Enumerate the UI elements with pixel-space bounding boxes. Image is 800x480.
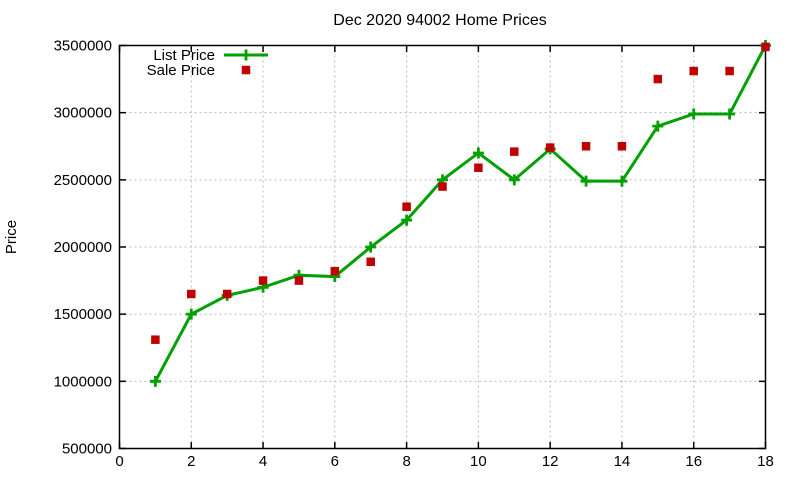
list-price-plus-marker bbox=[185, 308, 197, 320]
sale-price-square-marker bbox=[258, 276, 268, 285]
list-price-line bbox=[154, 44, 767, 383]
list-price-plus-marker bbox=[688, 108, 700, 120]
y-tick-label: 2500000 bbox=[54, 172, 112, 189]
axes-layer: 0 2 4 6 8 10 12 14 16 18 500000 1000000 1500000 20000… bbox=[54, 38, 774, 471]
y-tick-label: 2000000 bbox=[54, 239, 112, 256]
plot-border bbox=[118, 44, 767, 450]
list-price-plus-marker bbox=[616, 175, 628, 187]
sale-price-square-marker bbox=[617, 142, 627, 151]
list-price-plus-marker bbox=[652, 120, 664, 132]
sale-price-square-marker bbox=[151, 335, 160, 344]
list-price-plus-marker bbox=[724, 108, 736, 120]
sale-price-square-marker bbox=[294, 276, 304, 285]
chart-title: Dec 2020 94002 Home Prices bbox=[333, 12, 546, 29]
sale-price-square-marker bbox=[545, 143, 555, 152]
list-price-plus-marker bbox=[580, 175, 592, 187]
list-price-plus-marker bbox=[149, 375, 161, 387]
sale-price-square-marker bbox=[725, 66, 734, 76]
y-tick-label: 3000000 bbox=[54, 105, 112, 122]
sale-price-square-marker bbox=[761, 42, 770, 52]
x-tick-label: 12 bbox=[542, 453, 559, 470]
sale-price-square-marker bbox=[330, 266, 340, 276]
grid-layer bbox=[119, 45, 766, 449]
x-tick-label: 2 bbox=[187, 453, 195, 470]
sale-price-square-marker bbox=[581, 142, 591, 151]
sale-price-square-marker bbox=[510, 147, 519, 156]
x-tick-label: 10 bbox=[470, 453, 487, 470]
legend-label-list-price: List Price bbox=[153, 47, 215, 64]
y-axis-title: Price bbox=[3, 220, 20, 254]
legend-label-sale-price: Sale Price bbox=[147, 62, 215, 79]
y-tick-label: 1000000 bbox=[54, 373, 112, 390]
list-price-plus-marker bbox=[401, 214, 413, 226]
legend-sample-list-price-plus-icon bbox=[240, 49, 252, 61]
x-tick-label: 8 bbox=[402, 453, 410, 470]
x-tick-label: 4 bbox=[259, 453, 267, 470]
sale-price-square-marker bbox=[402, 202, 411, 211]
sale-price-square-marker bbox=[689, 66, 698, 76]
series-layer bbox=[149, 40, 771, 387]
list-price-plus-marker bbox=[365, 241, 377, 253]
sale-price-square-marker bbox=[222, 289, 232, 299]
legend-sample-sale-price-square-icon bbox=[241, 65, 251, 75]
sale-price-square-marker bbox=[653, 74, 663, 84]
x-tick-label: 6 bbox=[331, 453, 339, 470]
x-tick-label: 0 bbox=[115, 453, 123, 470]
list-price-plus-marker bbox=[508, 174, 520, 186]
list-price-plus-marker bbox=[472, 147, 484, 159]
x-tick-label: 14 bbox=[614, 453, 631, 470]
legend: List Price Sale Price bbox=[147, 47, 268, 79]
y-tick-label: 500000 bbox=[62, 441, 112, 458]
sale-price-square-marker bbox=[187, 289, 196, 299]
x-tick-label: 18 bbox=[757, 453, 774, 470]
sale-price-square-marker bbox=[474, 163, 483, 172]
x-tick-label: 16 bbox=[685, 453, 702, 470]
y-tick-label: 1500000 bbox=[54, 306, 112, 323]
sale-price-square-marker bbox=[366, 257, 375, 267]
y-tick-label: 3500000 bbox=[54, 38, 112, 55]
sale-price-square-marker bbox=[438, 182, 447, 191]
